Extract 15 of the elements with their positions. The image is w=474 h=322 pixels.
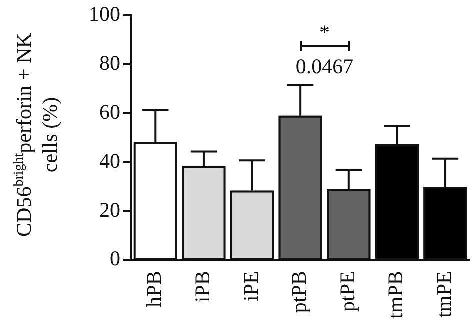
y-tick-label: 20	[100, 198, 120, 222]
x-tick-label: ptPB	[287, 271, 312, 314]
y-tick-label: 100	[89, 2, 120, 26]
x-tick-label: iPB	[190, 271, 214, 303]
x-tick-label: tmPB	[384, 271, 408, 320]
annotation: 0.0467	[296, 54, 354, 80]
x-tick-label: iPE	[238, 271, 263, 302]
x-tick-label: hPB	[142, 271, 166, 308]
x-tick-label: tmPE	[432, 271, 456, 318]
x-tick-label: ptPE	[335, 271, 360, 312]
y-tick-label: 40	[100, 148, 120, 173]
y-tick-label: 60	[100, 100, 120, 124]
annotation: *	[319, 20, 330, 46]
y-tick-label: 0	[110, 246, 120, 271]
y-tick-label: 80	[100, 51, 120, 76]
